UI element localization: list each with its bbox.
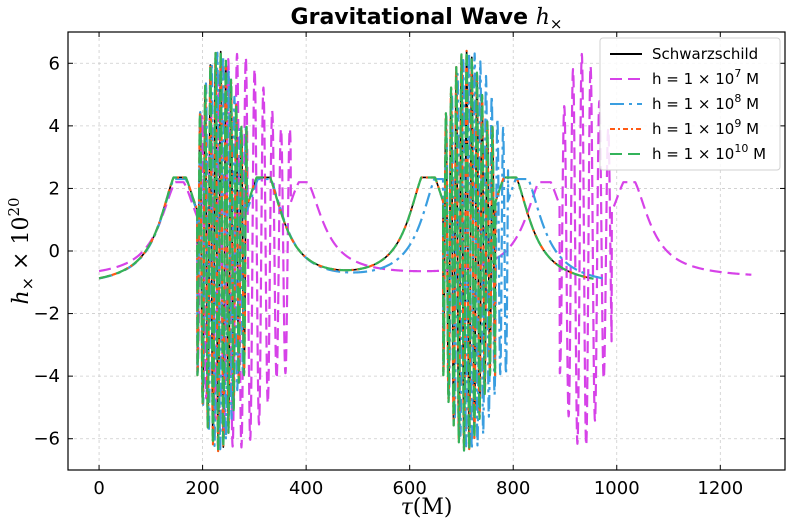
x-tick-label: 800 — [496, 478, 530, 499]
legend-label: Schwarzschild — [652, 45, 758, 63]
legend-box — [599, 37, 781, 171]
y-tick-label: 4 — [49, 116, 60, 137]
legend-label: h = 1 × 109 M — [652, 117, 759, 138]
series-line-2 — [98, 51, 605, 451]
legend-label: h = 1 × 107 M — [652, 67, 759, 88]
y-tick-label: −4 — [33, 366, 60, 387]
x-tick-label: 1200 — [697, 478, 743, 499]
legend: Schwarzschild h = 1 × 107 M h = 1 × 108 M h… — [599, 37, 781, 171]
y-tick-label: 0 — [49, 241, 60, 262]
y-tick-label: −2 — [33, 304, 60, 325]
legend-label: h = 1 × 1010 M — [652, 142, 766, 163]
x-tick-label: 600 — [392, 478, 426, 499]
x-axis-label: τ(M) — [401, 495, 453, 520]
chart-title: Gravitational Wave h× — [291, 5, 563, 33]
x-tick-label: 400 — [289, 478, 323, 499]
y-axis-label: h× × 1020 — [5, 197, 37, 304]
y-tick-label: −6 — [33, 429, 60, 450]
x-tick-label: 200 — [185, 478, 219, 499]
ticks: 0 200 400 600 800 1000 1200 −6 −4 −2 0 2 4 6 — [33, 32, 785, 499]
x-tick-label: 1000 — [594, 478, 640, 499]
x-tick-label: 0 — [93, 478, 104, 499]
legend-label: h = 1 × 108 M — [652, 92, 759, 113]
y-tick-label: 6 — [49, 53, 60, 74]
series-line-4 — [98, 49, 595, 453]
series-layer — [98, 49, 753, 453]
y-tick-label: 2 — [49, 178, 60, 199]
